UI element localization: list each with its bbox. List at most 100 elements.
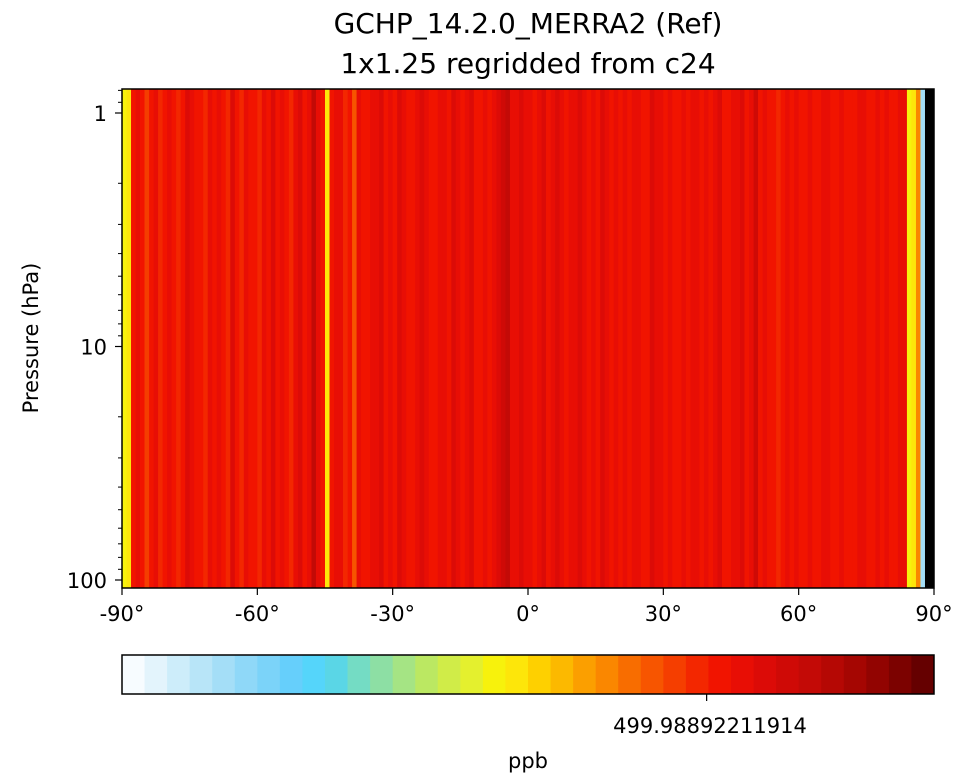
colorbar-swatch bbox=[618, 655, 642, 694]
heatmap-column bbox=[721, 89, 727, 588]
heatmap-column bbox=[189, 89, 195, 588]
heatmap-column bbox=[261, 89, 267, 588]
heatmap-column bbox=[893, 89, 899, 588]
heatmap-column bbox=[559, 89, 565, 588]
heatmap-column bbox=[397, 89, 403, 588]
heatmap-column bbox=[690, 89, 696, 588]
heatmap-column bbox=[528, 89, 533, 588]
heatmap-column bbox=[347, 89, 353, 588]
heatmap-column bbox=[740, 89, 745, 588]
colorbar-swatch bbox=[370, 655, 394, 694]
heatmap-column bbox=[487, 89, 493, 588]
heatmap-column bbox=[591, 89, 597, 588]
colorbar-swatch bbox=[167, 655, 191, 694]
heatmap-column bbox=[631, 89, 637, 588]
heatmap-column bbox=[816, 89, 822, 588]
heatmap-column bbox=[573, 89, 579, 588]
heatmap-column bbox=[306, 89, 312, 588]
heatmap-column bbox=[482, 89, 488, 588]
heatmap-column bbox=[171, 89, 177, 588]
heatmap-column bbox=[122, 89, 127, 588]
x-tick-label: -60° bbox=[235, 602, 280, 626]
y-axis: 1 10 100 bbox=[67, 89, 122, 593]
heatmap-column bbox=[293, 89, 299, 588]
heatmap-column bbox=[275, 89, 281, 588]
colorbar-swatch bbox=[505, 655, 529, 694]
colorbar-swatch bbox=[708, 655, 732, 694]
heatmap-column bbox=[852, 89, 858, 588]
colorbar-swatch bbox=[731, 655, 754, 694]
heatmap-column bbox=[266, 89, 272, 588]
heatmap-column bbox=[442, 89, 448, 588]
heatmap-column bbox=[325, 89, 330, 588]
heatmap-column bbox=[356, 89, 362, 588]
heatmap-column bbox=[424, 89, 430, 588]
heatmap-column bbox=[685, 89, 691, 588]
heatmap-column bbox=[464, 89, 470, 588]
x-tick-label: -30° bbox=[370, 602, 415, 626]
heatmap-column bbox=[654, 89, 660, 588]
heatmap-column bbox=[906, 89, 912, 588]
heatmap-column bbox=[672, 89, 678, 588]
heatmap-column bbox=[920, 89, 926, 588]
heatmap-column bbox=[302, 89, 308, 588]
heatmap-column bbox=[861, 89, 867, 588]
heatmap-column bbox=[870, 89, 876, 588]
colorbar-swatch bbox=[528, 655, 551, 694]
x-tick-label: 60° bbox=[780, 602, 817, 626]
heatmap-column bbox=[212, 89, 218, 588]
heatmap-column bbox=[144, 89, 150, 588]
heatmap-column bbox=[866, 89, 872, 588]
heatmap-column bbox=[537, 89, 542, 588]
heatmap-column bbox=[252, 89, 258, 588]
heatmap-column bbox=[830, 89, 836, 588]
heatmap-column bbox=[415, 89, 421, 588]
colorbar-swatch bbox=[144, 655, 168, 694]
heatmap-column bbox=[167, 89, 173, 588]
colorbar-swatch bbox=[821, 655, 845, 694]
y-tick-label: 10 bbox=[80, 336, 107, 360]
heatmap-column bbox=[834, 89, 840, 588]
heatmap-column bbox=[185, 89, 191, 588]
heatmap-column bbox=[234, 89, 240, 588]
heatmap-column bbox=[794, 89, 800, 588]
heatmap-column bbox=[455, 89, 461, 588]
chart-title: GCHP_14.2.0_MERRA2 (Ref) bbox=[334, 7, 723, 40]
colorbar-swatch bbox=[415, 655, 439, 694]
chart-subtitle: 1x1.25 regridded from c24 bbox=[340, 47, 715, 80]
heatmap-column bbox=[582, 89, 588, 588]
heatmap-column bbox=[897, 89, 903, 588]
y-tick-label: 1 bbox=[94, 102, 107, 126]
heatmap-column bbox=[216, 89, 222, 588]
heatmap-column bbox=[243, 89, 249, 588]
heatmap-column bbox=[383, 89, 389, 588]
heatmap-column bbox=[546, 89, 551, 588]
heatmap-column bbox=[509, 89, 515, 588]
heatmap-column bbox=[676, 89, 682, 588]
colorbar-swatch bbox=[663, 655, 687, 694]
colorbar-swatch bbox=[888, 655, 912, 694]
colorbar-swatch bbox=[347, 655, 371, 694]
heatmap-column bbox=[780, 89, 786, 588]
heatmap-column bbox=[776, 89, 782, 588]
heatmap-column bbox=[550, 89, 556, 588]
heatmap-column bbox=[451, 89, 457, 588]
colorbar-swatch bbox=[302, 655, 326, 694]
heatmap-column bbox=[712, 89, 718, 588]
heatmap-column bbox=[460, 89, 466, 588]
y-tick-label: 100 bbox=[67, 569, 107, 593]
heatmap-column bbox=[541, 89, 547, 588]
colorbar-swatch bbox=[189, 655, 213, 694]
plot-frame bbox=[121, 88, 935, 589]
heatmap-column bbox=[194, 89, 200, 588]
colorbar-swatch bbox=[911, 655, 935, 694]
heatmap-column bbox=[478, 89, 484, 588]
heatmap-column bbox=[207, 89, 213, 588]
heatmap-column bbox=[370, 89, 376, 588]
heatmap-column bbox=[401, 89, 407, 588]
x-tick-label: 0° bbox=[516, 602, 540, 626]
heatmap-column bbox=[406, 89, 412, 588]
y-axis-label: Pressure (hPa) bbox=[19, 263, 43, 414]
colorbar-swatch bbox=[325, 655, 348, 694]
